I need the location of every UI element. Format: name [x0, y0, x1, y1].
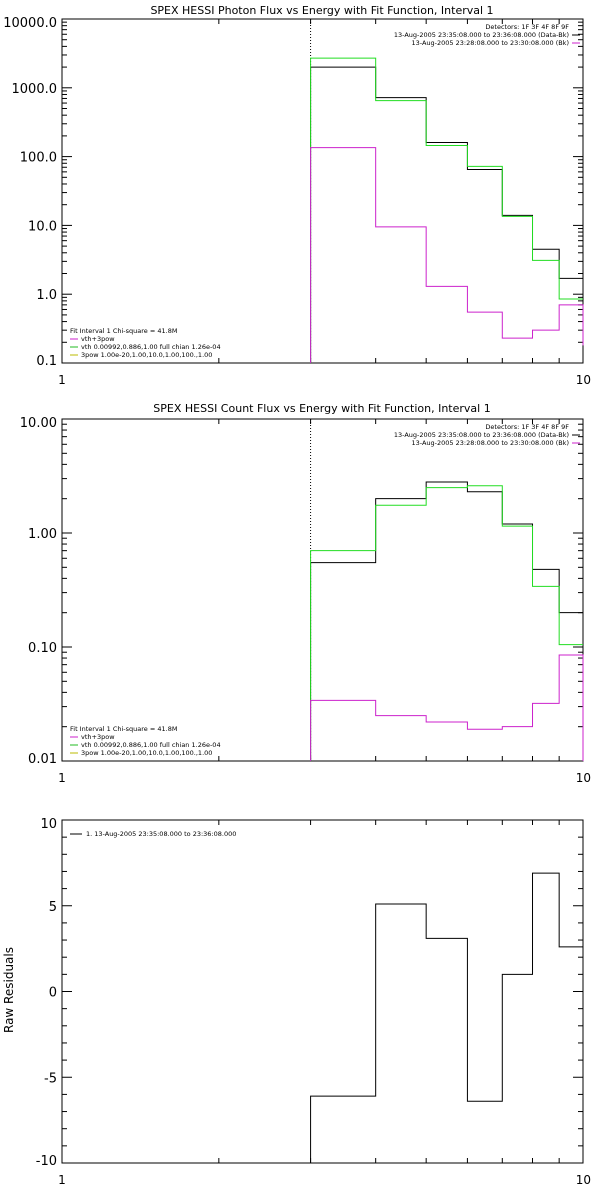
legend-line: 3pow 1.00e-20,1.00,10.0,1.00,100.,1.00 — [81, 749, 212, 757]
count-chart-title: SPEX HESSI Count Flux vs Energy with Fit… — [153, 402, 490, 415]
plot-frame — [61, 819, 584, 1164]
y-tick-label: 0 — [49, 986, 57, 1001]
photon-chart-content: 1 10 0.1 1.0 10.0 100.0 1000.0 10000.0 Detectors… — [3, 16, 591, 387]
series-2-line — [310, 147, 584, 363]
x-tick-label: 1 — [58, 1173, 66, 1187]
y-tick-label: 1.00 — [28, 527, 57, 542]
header-line: Detectors: 1F 3F 4F 8F 9F — [485, 423, 569, 431]
series-2-line — [310, 654, 584, 761]
count-flux-chart: SPEX HESSI Count Flux vs Energy with Fit… — [20, 402, 591, 785]
y-tick-label: 1000.0 — [12, 82, 58, 97]
legend-line: 1. 13-Aug-2005 23:35:08.000 to 23:36:08.… — [86, 830, 236, 838]
series-1-line — [310, 57, 583, 363]
header-line: 13-Aug-2005 23:28:08.000 to 23:30:08.000… — [412, 39, 569, 47]
y-tick-label: 10.0 — [28, 219, 57, 234]
series-0-line — [310, 872, 583, 1163]
photon-flux-chart: SPEX HESSI Photon Flux vs Energy with Fi… — [3, 4, 591, 387]
residuals-y-axis-label: Raw Residuals — [2, 947, 16, 1033]
series-0-line — [310, 66, 583, 363]
legend-line: Fit Interval 1 Chi-square = 41.8M — [70, 327, 177, 335]
plot-frame — [61, 18, 584, 364]
legend-line: Fit Interval 1 Chi-square = 41.8M — [70, 725, 177, 733]
x-tick-label: 1 — [58, 373, 66, 387]
header-line: Detectors: 1F 3F 4F 8F 9F — [485, 23, 569, 31]
series-0-line — [310, 481, 583, 761]
x-tick-label: 10 — [576, 771, 591, 785]
count-chart-content: 1 10 0.01 0.10 1.00 10.00 Detectors: 1F 3F 4F … — [20, 416, 591, 785]
y-tick-label: 100.0 — [20, 151, 57, 166]
legend-line: vth+3pow — [81, 733, 115, 741]
series-1-line — [310, 485, 583, 761]
photon-chart-title: SPEX HESSI Photon Flux vs Energy with Fi… — [150, 4, 493, 17]
legend-line: vth 0.00992,0.886,1.00 full chian 1.26e-… — [81, 343, 221, 351]
x-tick-label: 10 — [576, 373, 591, 387]
header-line: 13-Aug-2005 23:28:08.000 to 23:30:08.000… — [412, 439, 569, 447]
legend-line: vth+3pow — [81, 335, 115, 343]
y-tick-label: 0.10 — [28, 641, 57, 656]
x-tick-label: 10 — [576, 1173, 591, 1187]
y-tick-label: -10 — [36, 1154, 57, 1169]
header-line: 13-Aug-2005 23:35:08.000 to 23:36:08.000… — [394, 31, 569, 39]
y-tick-label: 1.0 — [36, 288, 57, 303]
header-line: 13-Aug-2005 23:35:08.000 to 23:36:08.000… — [394, 431, 569, 439]
y-tick-label: 10000.0 — [3, 16, 57, 31]
y-tick-label: 10.00 — [20, 416, 57, 431]
y-tick-label: 0.01 — [28, 752, 57, 767]
residuals-chart: Raw Residuals 1 10 -10 -5 0 5 10 1. 13-Aug-2005… — [2, 817, 591, 1187]
y-tick-label: 10 — [40, 817, 57, 832]
plot-frame — [61, 418, 584, 762]
y-tick-label: 5 — [49, 900, 57, 915]
y-tick-label: -5 — [44, 1071, 57, 1086]
x-tick-label: 1 — [58, 771, 66, 785]
legend-line: 3pow 1.00e-20,1.00,10.0,1.00,100.,1.00 — [81, 351, 212, 359]
legend-line: vth 0.00992,0.886,1.00 full chian 1.26e-… — [81, 741, 221, 749]
residuals-chart-content: 1 10 -10 -5 0 5 10 1. 13-Aug-2005 23:35:08.000 … — [36, 817, 591, 1187]
y-tick-label: 0.1 — [36, 354, 57, 369]
